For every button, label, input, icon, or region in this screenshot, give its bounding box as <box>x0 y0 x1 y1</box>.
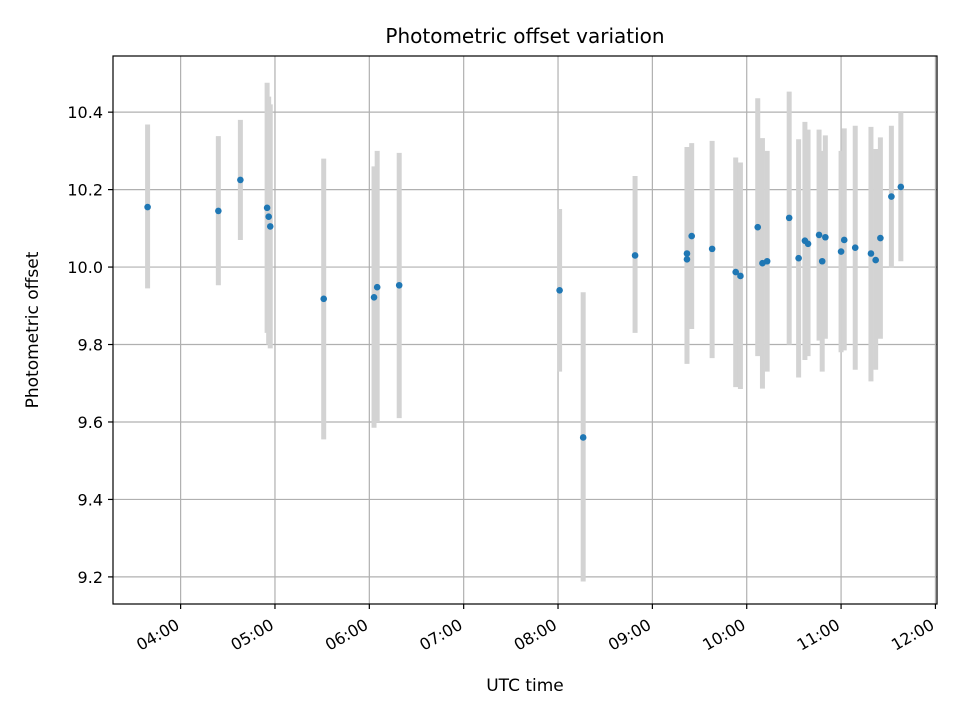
data-point <box>732 268 740 276</box>
data-point <box>763 257 771 265</box>
data-point <box>867 250 875 257</box>
y-axis-title: Photometric offset <box>23 251 43 408</box>
data-point <box>837 248 845 255</box>
y-axis: 9.2 9.4 9.6 9.8 10.0 10.2 10.4 <box>67 103 113 587</box>
chart-title: Photometric offset variation <box>385 24 664 48</box>
data-point <box>683 250 691 257</box>
data-point <box>708 245 716 253</box>
data-point <box>737 272 744 280</box>
data-point <box>888 193 895 200</box>
data-point <box>804 240 812 248</box>
data-point <box>683 256 691 263</box>
y-tick-label: 9.6 <box>78 413 103 432</box>
data-point <box>263 204 271 212</box>
data-point <box>872 256 879 264</box>
data-point <box>818 257 826 265</box>
data-point <box>237 176 244 184</box>
data-point <box>688 232 695 240</box>
data-point <box>822 233 829 241</box>
plot-frame <box>112 55 938 605</box>
data-point <box>265 213 272 221</box>
data-point <box>370 293 378 301</box>
y-tick-label: 9.4 <box>78 490 103 509</box>
data-point <box>795 254 802 262</box>
y-tick-label: 10.4 <box>67 103 103 122</box>
data-point <box>754 223 762 231</box>
data-point <box>851 244 859 252</box>
data-point <box>320 295 328 303</box>
data-point <box>395 281 403 289</box>
y-tick-label: 9.2 <box>78 568 103 587</box>
y-tick-label: 10.0 <box>67 258 103 277</box>
data-point <box>579 434 587 441</box>
data-point <box>373 283 381 291</box>
data-point <box>877 234 884 242</box>
data-point <box>215 207 222 215</box>
data-point <box>815 231 823 239</box>
data-point <box>266 223 274 230</box>
y-tick-label: 10.2 <box>67 181 103 200</box>
x-axis-title: UTC time <box>486 676 564 696</box>
data-point <box>144 203 151 211</box>
data-point <box>840 236 848 244</box>
data-points <box>144 176 905 441</box>
data-point <box>631 252 639 259</box>
data-point <box>556 287 563 294</box>
data-point <box>785 214 793 222</box>
data-point <box>897 183 905 191</box>
y-tick-label: 9.8 <box>78 336 103 355</box>
